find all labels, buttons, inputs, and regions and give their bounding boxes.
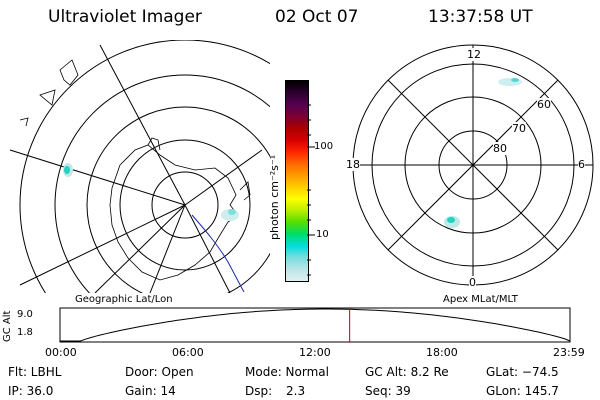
seq-status: Seq: 39 — [365, 384, 411, 398]
altitude-timeline — [59, 307, 571, 343]
mlt-label-0: 0 — [469, 276, 476, 289]
colorbar-ticks — [307, 104, 315, 276]
time-label: 13:37:58 UT — [428, 7, 533, 27]
instrument-title: Ultraviolet Imager — [48, 7, 202, 27]
mlat-label-80: 80 — [493, 142, 507, 155]
magnetic-map — [352, 44, 594, 286]
timeline-x-tick-2359: 23:59 — [553, 346, 585, 359]
mlat-label-60: 60 — [537, 98, 551, 111]
colorbar-tick-10: 10 — [316, 229, 329, 240]
door-status: Door: Open — [125, 365, 194, 379]
aurora-patch-left — [63, 163, 73, 177]
gc-alt-status: GC Alt: 8.2 Re — [365, 365, 449, 379]
colorbar — [285, 80, 309, 282]
dsp-value: 2.3 — [286, 384, 306, 398]
mlt-label-18: 18 — [346, 158, 360, 171]
colorbar-tick-100: 100 — [314, 141, 334, 152]
aurora-patch-top — [498, 78, 522, 86]
mlt-label-12: 12 — [467, 48, 481, 61]
timeline-y-tick-top: 9.0 — [17, 309, 33, 320]
gain-status: Gain: 14 — [125, 384, 176, 398]
timeline-x-tick-0600: 06:00 — [172, 346, 204, 359]
glon-status: GLon: 145.7 — [486, 384, 559, 398]
geographic-caption: Geographic Lat/Lon — [75, 294, 173, 305]
colorbar-unit-label: photon cm⁻²s⁻¹ — [268, 154, 281, 240]
mlat-label-70: 70 — [512, 122, 526, 135]
geographic-map — [9, 40, 270, 293]
mlt-label-6: 6 — [578, 158, 585, 171]
aurora-patch-bottom — [444, 216, 460, 228]
magnetic-caption: Apex MLat/MLT — [443, 294, 518, 305]
timeline-x-tick-1200: 12:00 — [299, 346, 331, 359]
mode-status: Mode: Normal — [245, 365, 329, 379]
aurora-patch-right — [221, 209, 239, 221]
dsp-label: Dsp: — [245, 384, 273, 398]
filter-status: Flt: LBHL — [8, 365, 62, 379]
timeline-x-tick-1800: 18:00 — [426, 346, 458, 359]
timeline-y-tick-bottom: 1.8 — [17, 327, 33, 338]
ip-status: IP: 36.0 — [8, 384, 54, 398]
date-label: 02 Oct 07 — [275, 7, 359, 27]
timeline-x-tick-0000: 00:00 — [45, 346, 77, 359]
glat-status: GLat: −74.5 — [486, 365, 559, 379]
